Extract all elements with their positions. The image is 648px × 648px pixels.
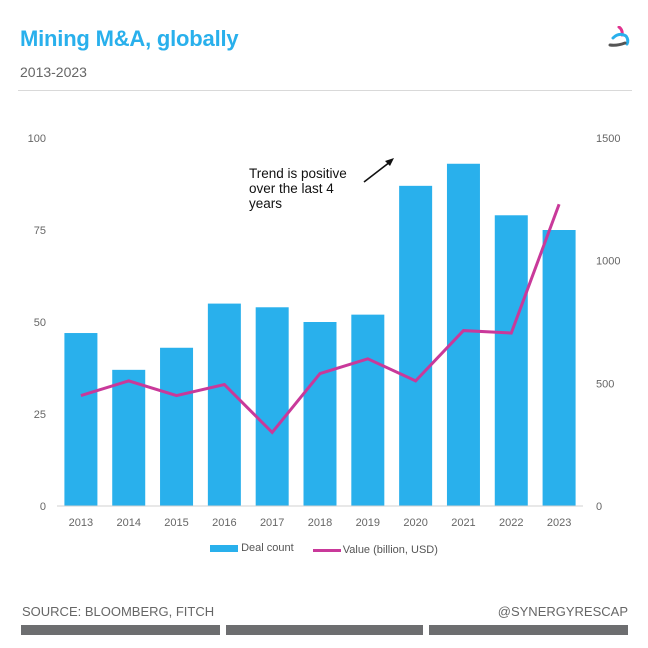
social-handle: @SYNERGYRESCAP [497, 604, 628, 619]
left-axis-tick-label: 100 [28, 133, 46, 145]
legend-label-value: Value (billion, USD) [342, 544, 438, 556]
left-axis-tick-label: 0 [40, 501, 46, 513]
x-axis-tick-label: 2021 [451, 517, 475, 529]
footer-bar-1 [21, 625, 220, 635]
x-axis-tick-label: 2013 [69, 517, 93, 529]
x-axis-tick-label: 2019 [356, 517, 380, 529]
legend-line-swatch-icon [312, 548, 341, 552]
trend-annotation: Trend is positive over the last 4 years [249, 158, 394, 211]
legend-item-deal-count: Deal count [210, 542, 294, 554]
annotation-arrow-shaft [363, 161, 391, 183]
left-axis-tick-label: 25 [34, 409, 46, 421]
annotation-line-2: over the last 4 [249, 181, 334, 196]
header-divider [18, 90, 632, 91]
left-axis-tick-label: 50 [34, 317, 46, 329]
x-axis-tick-label: 2023 [547, 517, 571, 529]
chart-subtitle: 2013-2023 [20, 64, 87, 80]
x-axis: 2013 2014 2015 2016 2017 2018 2019 2020 2021 2022… [69, 517, 572, 529]
bar-2021 [446, 163, 480, 506]
bar-2014 [112, 369, 146, 506]
chart-legend: Deal count Value (billion, USD) [0, 542, 648, 556]
right-axis: 0 500 1000 1500 [596, 133, 620, 513]
x-axis-tick-label: 2018 [308, 517, 332, 529]
x-axis-tick-label: 2022 [499, 517, 523, 529]
source-note: SOURCE: BLOOMBERG, FITCH [22, 604, 215, 619]
bar-2023 [542, 230, 576, 506]
synergy-logo-icon [608, 26, 630, 47]
legend-label-deal-count: Deal count [241, 542, 294, 554]
x-axis-tick-label: 2020 [403, 517, 427, 529]
bar-2015 [160, 347, 194, 506]
bar-series-deal-count [64, 163, 576, 506]
footer-bar-3 [429, 625, 628, 635]
legend-item-value: Value (billion, USD) [312, 544, 438, 556]
annotation-arrowhead-icon [385, 158, 394, 166]
line-series-value [80, 203, 561, 435]
x-axis-tick-label: 2017 [260, 517, 284, 529]
bar-2013 [64, 333, 98, 506]
x-axis-tick-label: 2015 [164, 517, 188, 529]
bar-2017 [255, 307, 289, 506]
footer-bar-2 [226, 625, 423, 635]
bar-2019 [351, 314, 385, 506]
annotation-line-1: Trend is positive [249, 166, 347, 181]
bar-2020 [399, 185, 433, 506]
bar-2022 [494, 215, 528, 506]
x-axis-tick-label: 2016 [212, 517, 236, 529]
right-axis-tick-label: 1500 [596, 133, 620, 145]
right-axis-tick-label: 1000 [596, 256, 620, 268]
left-axis: 0 25 50 75 100 [28, 133, 46, 513]
legend-bar-swatch-icon [210, 544, 239, 552]
combo-chart: 0 25 50 75 100 0 500 1000 1500 2013 2014 2015 2016… [28, 133, 621, 529]
chart-title: Mining M&A, globally [20, 26, 239, 51]
annotation-line-3: years [249, 196, 282, 211]
bar-2018 [303, 322, 337, 506]
bar-2016 [207, 303, 241, 506]
right-axis-tick-label: 500 [596, 378, 614, 390]
left-axis-tick-label: 75 [34, 225, 46, 237]
right-axis-tick-label: 0 [596, 501, 602, 513]
x-axis-tick-label: 2014 [116, 517, 140, 529]
